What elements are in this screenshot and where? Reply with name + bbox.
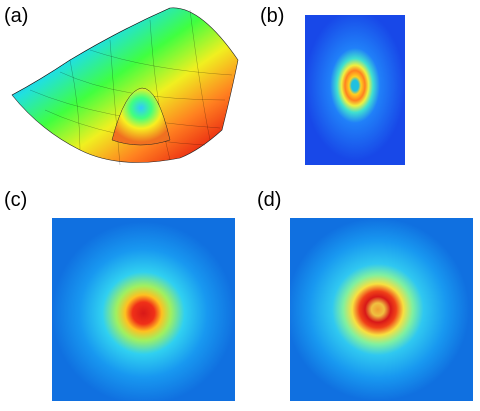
intensity-image <box>305 15 405 165</box>
surface-edge <box>11 7 171 96</box>
panel-label: (b) <box>260 5 284 27</box>
panel-label: (a) <box>4 5 28 27</box>
panel-label: (c) <box>4 189 27 211</box>
central-bump <box>111 87 171 146</box>
panel-label: (d) <box>257 189 281 211</box>
surface-plot <box>11 7 239 166</box>
intensity-image <box>52 218 235 401</box>
intensity-image <box>290 218 473 401</box>
mesh <box>29 9 233 166</box>
